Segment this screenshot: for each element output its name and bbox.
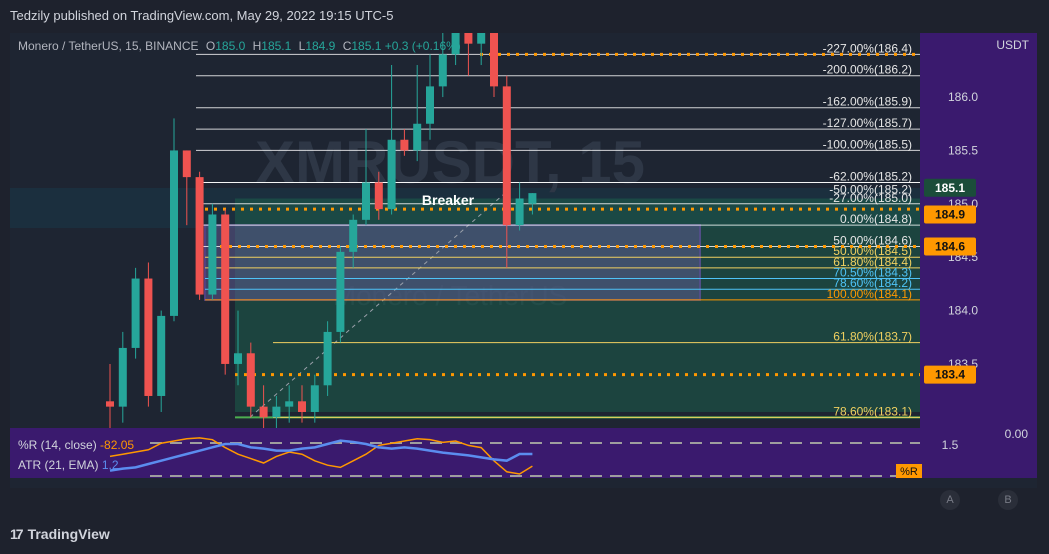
fib-upper-label: -162.00%(185.9)	[823, 95, 912, 109]
fib-lower-label: 61.80%(184.4)	[833, 255, 912, 269]
candle-body	[208, 214, 217, 295]
chart-frame[interactable]: XMRUSDT, 15Monero / TetherUS-227.00%(186…	[10, 33, 1037, 488]
fib-lower-label: 100.00%(184.1)	[827, 287, 912, 301]
candle-body	[464, 33, 473, 44]
last-price-tag: 185.1	[935, 181, 965, 195]
candle-body	[349, 219, 358, 252]
y-tick-label: 186.0	[948, 90, 978, 104]
level-price-tag: 183.4	[935, 368, 965, 382]
candle-body	[157, 315, 166, 396]
tradingview-logo-icon: 17	[10, 526, 24, 542]
currency-label[interactable]: USDT	[996, 38, 1029, 52]
candle-body	[451, 33, 460, 55]
candle-body	[259, 406, 268, 418]
fib-upper-label: -50.00%(185.2)	[829, 182, 912, 196]
low-value: 184.9	[305, 39, 336, 53]
candle-body	[170, 150, 178, 316]
candle-body	[246, 353, 255, 407]
close-value: 185.1	[351, 39, 382, 53]
candle-body	[336, 251, 345, 332]
candle-body	[438, 54, 447, 87]
publish-caption: Tedzily published on TradingView.com, Ma…	[10, 8, 394, 23]
level-price-tag-bg	[924, 205, 976, 224]
candle-body	[515, 198, 524, 226]
candle-body	[374, 182, 383, 210]
indicator-scale-top: 0.00	[1005, 427, 1029, 441]
fib-upper-label: -200.00%(186.2)	[823, 63, 912, 77]
fib-upper-label: 0.00%(184.8)	[840, 212, 912, 226]
fib-upper-label: -127.00%(185.7)	[823, 116, 912, 130]
fib-lower-label: 61.80%(183.7)	[833, 330, 912, 344]
candle-body	[272, 406, 281, 418]
price-axis-panel	[920, 33, 1037, 428]
candle-body	[182, 150, 191, 178]
candle-body	[285, 401, 294, 407]
breaker-label: Breaker	[422, 192, 475, 208]
level-price-tag: 184.6	[935, 240, 965, 254]
trend-line	[249, 192, 506, 418]
open-value: 185.0	[215, 39, 246, 53]
candle-body	[490, 33, 498, 87]
last-price-tag-bg	[924, 178, 976, 197]
fib-upper-label: -27.00%(185.0)	[829, 191, 912, 205]
williams-r-line	[109, 437, 533, 475]
level-price-tag-bg	[924, 237, 976, 256]
wr-tag: %R	[900, 466, 918, 478]
candle-body	[310, 385, 319, 412]
candle-body	[298, 401, 306, 412]
level-price-tag-bg	[924, 365, 976, 384]
indicator-scale-mid: 1.5	[942, 438, 959, 452]
williams-r-label[interactable]: %R (14, close) -82.05	[18, 438, 135, 452]
atr-label[interactable]: ATR (21, EMA) 1.2	[18, 458, 119, 472]
y-tick-label: 185.5	[948, 143, 978, 157]
candle-body	[477, 33, 486, 44]
scale-a-button[interactable]: A	[940, 490, 960, 510]
atr-value: 1.2	[101, 458, 119, 472]
symbol-header: Monero / TetherUS, 15, BINANCE O185.0 H1…	[18, 39, 461, 53]
candle-body	[528, 193, 537, 204]
high-value: 185.1	[261, 39, 292, 53]
change-value: +0.3 (+0.16%)	[384, 39, 461, 53]
candle-body	[234, 353, 242, 364]
candle-body	[426, 86, 434, 124]
candle-body	[387, 139, 396, 210]
wr-tag-bg	[896, 464, 922, 478]
atr-line	[109, 439, 533, 472]
candle-body	[195, 177, 204, 295]
fib-upper-label: -100.00%(185.5)	[823, 137, 912, 151]
candle-body	[323, 331, 332, 386]
candle-body	[144, 278, 153, 396]
fib-lower-label: 78.60%(184.2)	[833, 276, 912, 290]
candle-body	[221, 214, 230, 364]
price-chart[interactable]: XMRUSDT, 15Monero / TetherUS-227.00%(186…	[10, 33, 1037, 488]
symbol-name: Monero / TetherUS, 15, BINANCE	[18, 39, 199, 53]
level-price-tag: 184.9	[935, 207, 965, 221]
candle-body	[400, 139, 409, 151]
breaker-block	[204, 224, 701, 301]
williams-r-value: -82.05	[100, 438, 135, 452]
fib-lower-label: 78.60%(183.1)	[833, 404, 912, 418]
watermark-ticker: XMRUSDT, 15	[255, 129, 645, 196]
candle-body	[106, 401, 114, 407]
scale-b-button[interactable]: B	[998, 490, 1018, 510]
fib-upper-label: -227.00%(186.4)	[823, 41, 912, 55]
fib-upper-label: 50.00%(184.6)	[833, 234, 912, 248]
tradingview-footer[interactable]: 17 TradingView	[10, 526, 110, 542]
candle-body	[413, 123, 422, 151]
fib-upper-label: -62.00%(185.2)	[829, 169, 912, 183]
y-tick-label: 184.0	[948, 304, 978, 318]
candle-body	[131, 278, 140, 348]
fib-lower-label: 70.50%(184.3)	[833, 266, 912, 280]
candle-body	[118, 347, 127, 407]
candle-body	[502, 86, 511, 226]
candle-body	[362, 182, 370, 220]
